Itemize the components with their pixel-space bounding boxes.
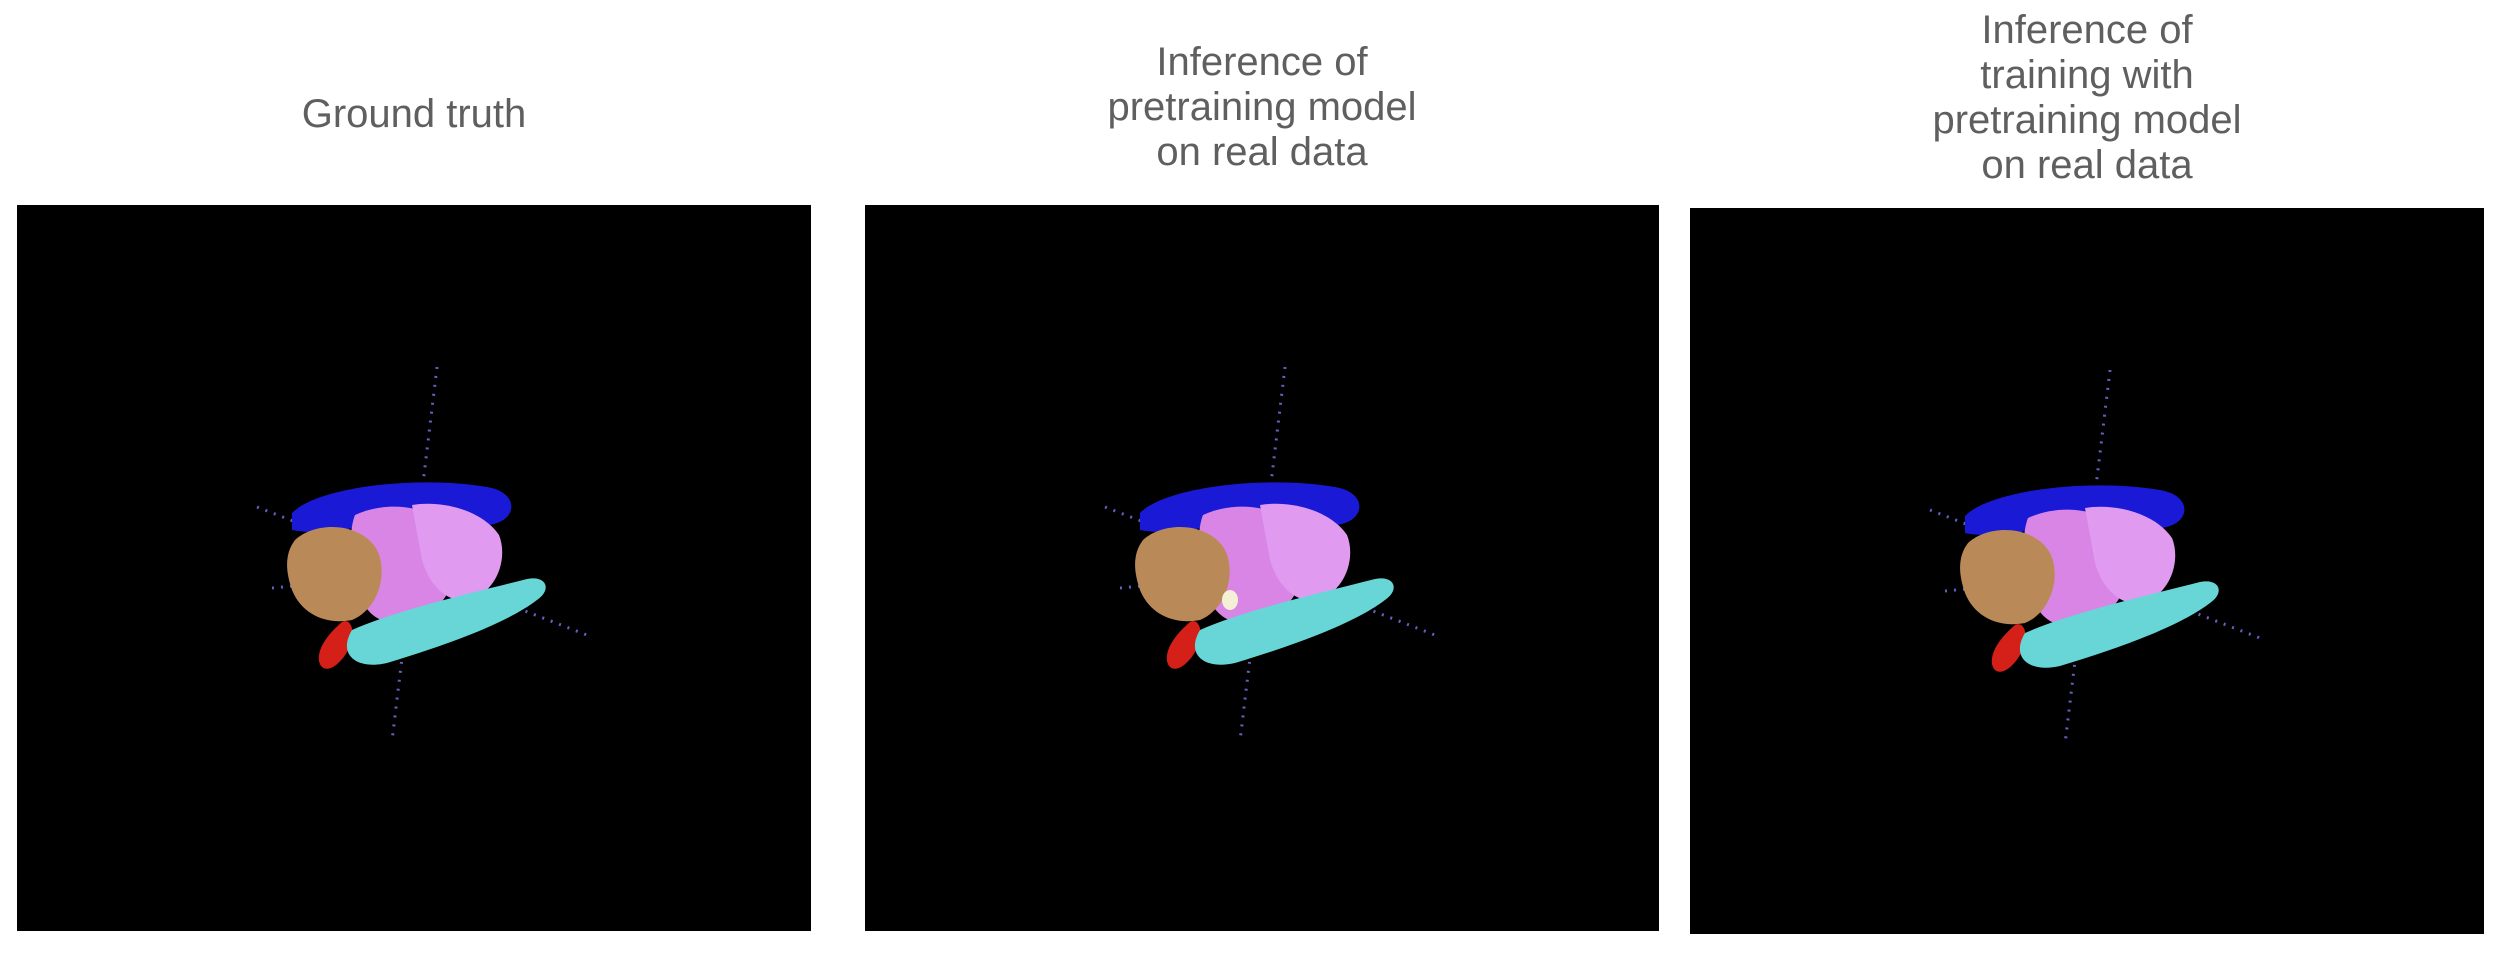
title-line: on real data	[1981, 143, 2193, 187]
render-viewport	[1690, 208, 2484, 934]
organ-structures	[287, 482, 546, 669]
render-viewport	[17, 205, 811, 931]
red-structure	[1991, 624, 2026, 672]
panel-title: Ground truth	[17, 92, 811, 137]
title-line: on real data	[1156, 130, 1368, 174]
pink-structure-right	[1260, 503, 1351, 601]
cyan-structure	[346, 578, 546, 665]
red-structure	[1166, 621, 1201, 669]
title-line: training with	[1980, 53, 2194, 97]
organ-structures	[1960, 485, 2219, 672]
organ-render	[256, 366, 593, 742]
pink-structure-right	[2085, 506, 2176, 604]
title-line: Inference of	[1156, 40, 1368, 84]
organ-render	[1104, 366, 1441, 742]
title-line: pretraining model	[1932, 98, 2242, 142]
tan-structure	[1135, 527, 1230, 622]
pale-structure	[1222, 590, 1238, 610]
organ-render	[1929, 369, 2266, 745]
cyan-structure	[2019, 581, 2219, 668]
tan-structure	[1960, 530, 2055, 625]
cyan-structure	[1194, 578, 1394, 665]
panel-title: Inference of training with pretraining m…	[1690, 8, 2484, 188]
red-structure	[318, 621, 353, 669]
render-viewport	[865, 205, 1659, 931]
panel-title: Inference of pretraining model on real d…	[865, 40, 1659, 175]
title-line: Inference of	[1981, 8, 2193, 52]
title-line: pretraining model	[1107, 85, 1417, 129]
organ-structures	[1135, 482, 1394, 669]
pink-structure-right	[412, 503, 503, 601]
tan-structure	[287, 527, 382, 622]
title-line: Ground truth	[301, 92, 527, 136]
